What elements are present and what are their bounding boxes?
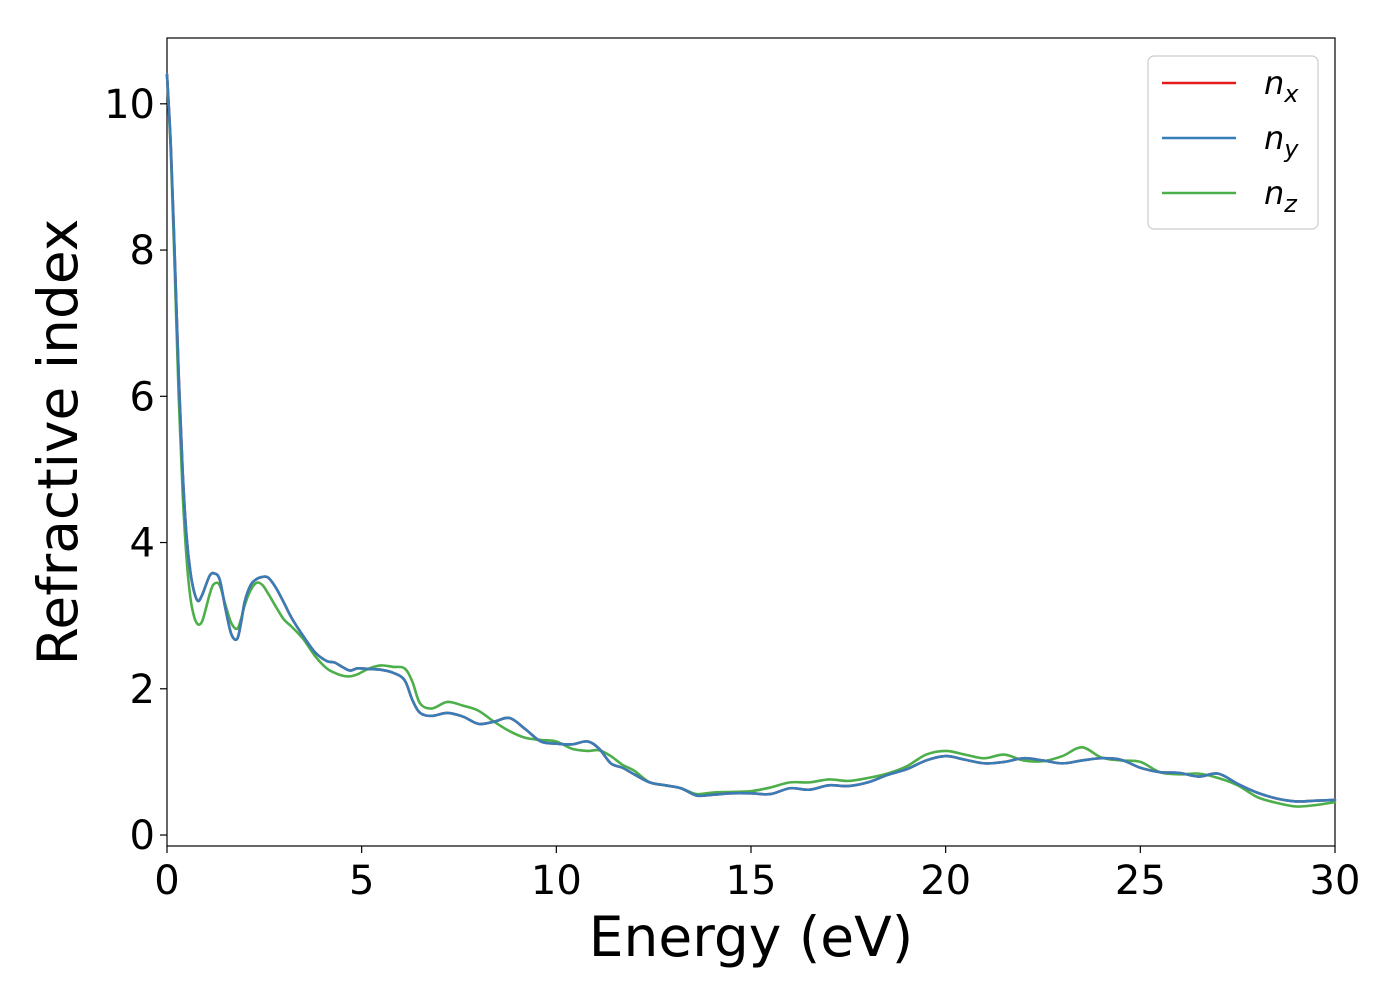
x-axis: 0 5 10 15 20 25 30 — [154, 846, 1360, 904]
legend-box — [1147, 55, 1319, 230]
legend-label-base-1: n — [1264, 119, 1284, 157]
y-tick-label-3: 6 — [130, 374, 155, 420]
x-tick-label-5: 25 — [1115, 858, 1166, 904]
legend-label-2: nz — [1264, 174, 1298, 218]
y-tick-label-1: 2 — [130, 667, 155, 713]
series-layer — [165, 73, 1337, 808]
x-axis-title: Energy (eV) — [589, 905, 913, 969]
x-tick-label-1: 5 — [349, 858, 374, 904]
y-axis: 0 2 4 6 8 10 — [104, 82, 167, 859]
series-line-n-y — [165, 73, 1337, 803]
x-tick-label-4: 20 — [920, 858, 971, 904]
legend-label-sub-0: x — [1283, 80, 1299, 108]
x-tick-label-6: 30 — [1310, 858, 1361, 904]
y-tick-label-2: 4 — [130, 521, 155, 567]
y-tick-label-0: 0 — [130, 813, 155, 859]
y-tick-label-4: 8 — [130, 228, 155, 274]
legend-label-sub-1: y — [1283, 135, 1299, 163]
y-tick-label-5: 10 — [104, 82, 155, 128]
legend-label-1: ny — [1264, 119, 1299, 163]
x-tick-label-0: 0 — [154, 858, 179, 904]
legend-label-base-0: n — [1264, 64, 1284, 102]
legend-label-0: nx — [1264, 64, 1299, 108]
legend-label-sub-2: z — [1283, 190, 1298, 218]
y-axis-title: Refractive index — [26, 219, 90, 666]
x-tick-label-3: 15 — [726, 858, 777, 904]
x-tick-label-2: 10 — [531, 858, 582, 904]
legend-label-base-2: n — [1264, 174, 1284, 212]
